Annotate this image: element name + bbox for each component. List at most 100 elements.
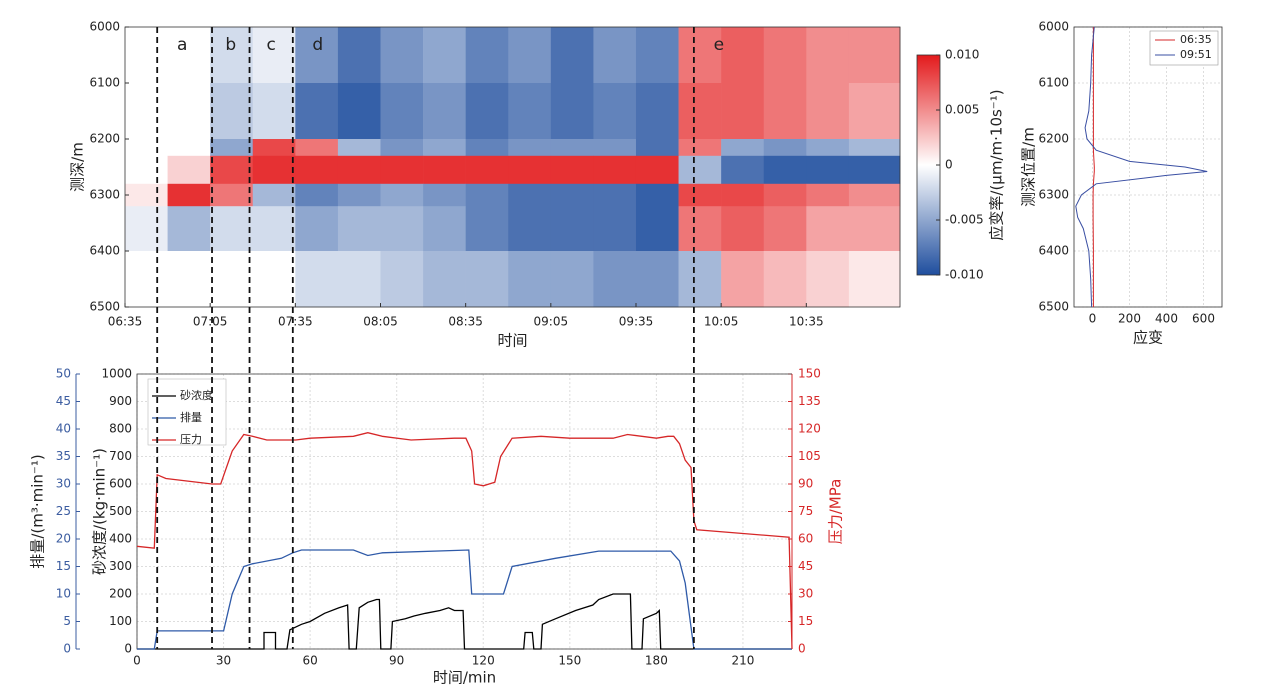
y-tick-label: 6500 xyxy=(89,300,120,314)
y-tick-label: 600 xyxy=(109,477,132,491)
y2-tick-label: 135 xyxy=(798,394,821,408)
heat-cell xyxy=(125,206,168,252)
plot-frame xyxy=(1073,26,1223,308)
heat-cell xyxy=(125,251,168,308)
legend-label: 09:51 xyxy=(1180,48,1212,61)
legend-box xyxy=(1149,30,1219,66)
y-tick-label: 6400 xyxy=(1038,244,1069,258)
heat-cell xyxy=(167,183,211,207)
colorbar-tick-label: 0 xyxy=(945,158,953,172)
heat-cell xyxy=(423,27,466,84)
phase-label: b xyxy=(225,35,236,55)
heat-cell xyxy=(465,251,509,308)
x-axis-title: 时间 xyxy=(497,332,527,350)
y3-tick-label: 30 xyxy=(56,477,71,491)
heat-cell xyxy=(806,206,850,252)
y3-tick-label: 10 xyxy=(56,587,71,601)
x-tick-label: 09:35 xyxy=(619,315,654,329)
y2-tick-label: 60 xyxy=(798,532,813,546)
heat-cell xyxy=(380,139,424,157)
heat-cell xyxy=(763,251,807,308)
heat-cell xyxy=(380,27,424,84)
y-tick-label: 6300 xyxy=(1038,188,1069,202)
heat-cell xyxy=(763,155,807,185)
heat-cell xyxy=(125,155,168,185)
heat-cell xyxy=(508,27,552,84)
x-tick-label: 0 xyxy=(1089,312,1097,326)
y-tick-label: 700 xyxy=(109,449,132,463)
y-axis-title: 测深/m xyxy=(69,142,87,192)
heat-cell xyxy=(806,139,850,157)
x-tick-label: 30 xyxy=(216,654,231,668)
x-tick-label: 08:35 xyxy=(448,315,483,329)
y-tick-label: 6100 xyxy=(1038,76,1069,90)
heat-cell xyxy=(252,183,296,207)
y2-tick-label: 45 xyxy=(798,559,813,573)
heat-cell xyxy=(337,183,381,207)
legend-label: 排量 xyxy=(180,410,202,424)
x-tick-label: 200 xyxy=(1118,312,1141,326)
heat-cell xyxy=(550,251,594,308)
heat-cell xyxy=(252,155,296,185)
heat-cell xyxy=(125,27,168,84)
heat-cell xyxy=(593,27,637,84)
y-tick-label: 6200 xyxy=(1038,132,1069,146)
profile-line xyxy=(1092,27,1095,307)
heat-cell xyxy=(295,251,339,308)
x-tick-label: 06:35 xyxy=(108,315,143,329)
y-tick-label: 6100 xyxy=(89,76,120,90)
heat-cell xyxy=(678,251,722,308)
x-tick-label: 08:05 xyxy=(363,315,398,329)
y-axis-title: 砂浓度/(kg·min⁻¹) xyxy=(91,448,109,575)
heat-cell xyxy=(678,183,722,207)
heat-cell xyxy=(465,27,509,84)
heat-cell xyxy=(423,83,466,140)
y2-axis-title: 压力/MPa xyxy=(827,479,845,545)
heat-cell xyxy=(125,83,168,140)
heat-cell xyxy=(465,139,509,157)
y-tick-label: 6000 xyxy=(89,20,120,34)
heat-cell xyxy=(635,155,679,185)
colorbar-tick-label: 0.010 xyxy=(945,48,979,62)
y-axis-title: 测深位置/m xyxy=(1020,127,1038,207)
heat-cell xyxy=(721,206,765,252)
heat-cell xyxy=(167,83,211,140)
heat-cell xyxy=(252,27,296,84)
heat-cell xyxy=(721,27,765,84)
y2-tick-label: 105 xyxy=(798,449,821,463)
y3-tick-label: 5 xyxy=(63,614,71,628)
heat-cell xyxy=(508,155,552,185)
y3-tick-label: 15 xyxy=(56,559,71,573)
heat-cell xyxy=(550,83,594,140)
heat-cell xyxy=(550,206,594,252)
heat-cell xyxy=(167,139,211,157)
heat-cell xyxy=(721,183,765,207)
heat-cell xyxy=(635,183,679,207)
heat-cell xyxy=(763,83,807,140)
heat-cell xyxy=(423,139,466,157)
heat-cell xyxy=(550,183,594,207)
y2-tick-label: 90 xyxy=(798,477,813,491)
heat-cell xyxy=(848,83,901,140)
heat-cell xyxy=(252,83,296,140)
x-tick-label: 60 xyxy=(302,654,317,668)
y-tick-label: 100 xyxy=(109,614,132,628)
heat-cell xyxy=(678,206,722,252)
y3-tick-label: 0 xyxy=(63,642,71,656)
heat-cell xyxy=(806,251,850,308)
heat-cell xyxy=(295,139,339,157)
heat-cell xyxy=(721,251,765,308)
heat-cell xyxy=(550,155,594,185)
heat-cell xyxy=(210,139,254,157)
heat-cell xyxy=(337,251,381,308)
heat-cell xyxy=(295,206,339,252)
x-tick-label: 07:05 xyxy=(193,315,228,329)
heat-cell xyxy=(635,206,679,252)
y-tick-label: 6200 xyxy=(89,132,120,146)
y-tick-label: 6300 xyxy=(89,188,120,202)
heat-cell xyxy=(678,83,722,140)
y2-tick-label: 15 xyxy=(798,614,813,628)
heat-cell xyxy=(380,83,424,140)
heat-cell xyxy=(550,27,594,84)
y3-tick-label: 35 xyxy=(56,449,71,463)
